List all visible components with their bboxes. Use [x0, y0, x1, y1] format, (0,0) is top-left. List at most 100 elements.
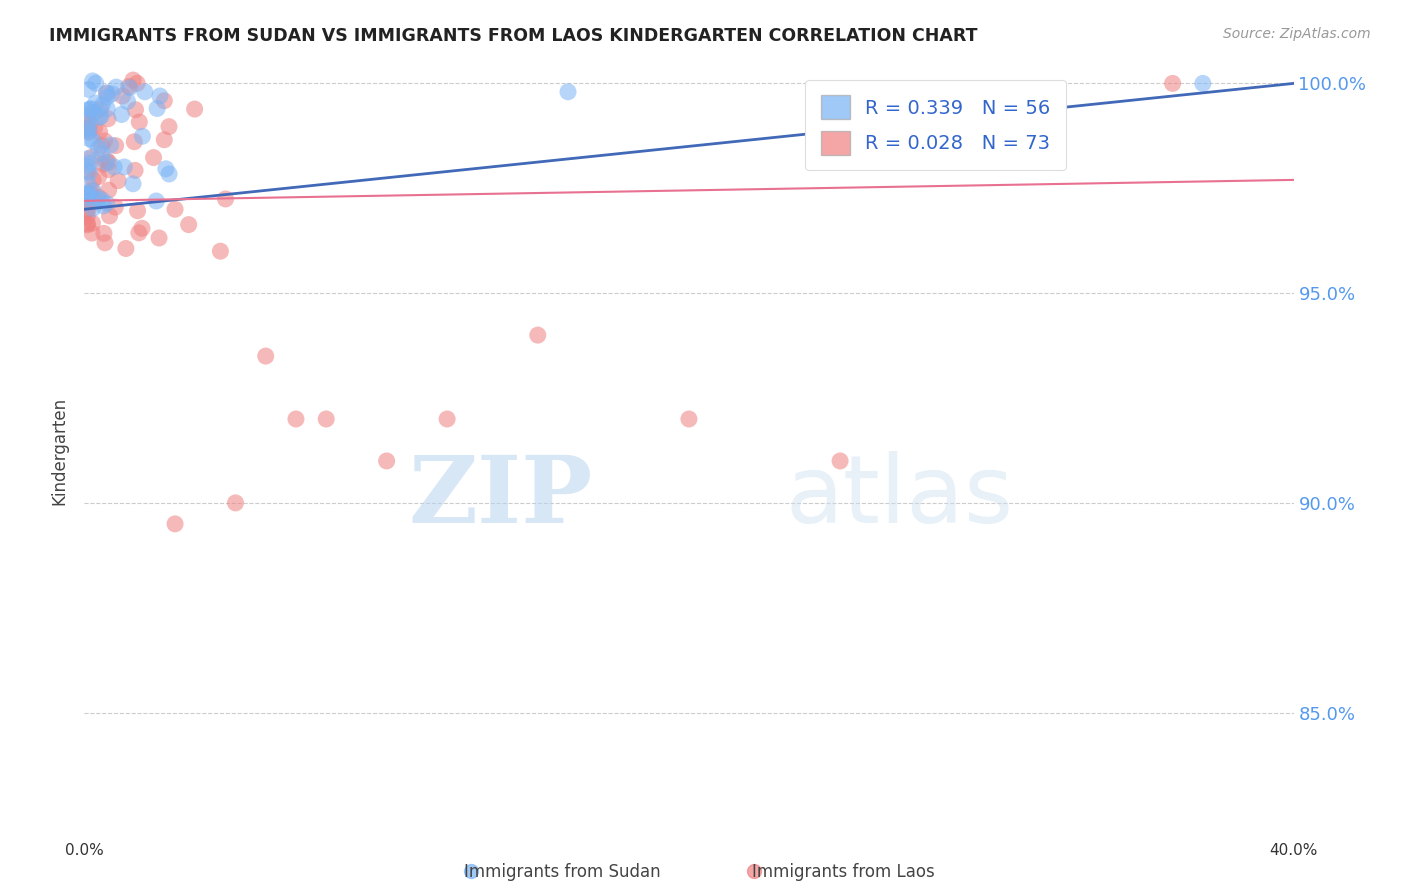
Point [131, 129, 153, 144]
Point [127, 76, 149, 90]
Point [103, 160, 125, 174]
Point [82, 216, 104, 230]
Point [460, 864, 482, 879]
Point [1192, 77, 1215, 91]
Point [76, 193, 98, 207]
Point [77, 131, 100, 145]
Point [76, 202, 98, 217]
Point [91, 98, 114, 112]
Point [96, 90, 118, 104]
Point [76, 187, 98, 202]
Point [104, 138, 127, 153]
Point [128, 115, 150, 129]
Point [110, 107, 132, 121]
Point [79, 156, 101, 170]
Point [77, 125, 100, 139]
Point [77, 124, 100, 138]
Point [80, 187, 103, 202]
Point [77, 121, 100, 136]
Point [131, 221, 153, 235]
Point [94, 235, 117, 250]
Point [91, 146, 114, 161]
Point [82, 184, 104, 198]
Point [76, 186, 98, 201]
Point [77, 177, 100, 191]
Text: Source: ZipAtlas.com: Source: ZipAtlas.com [1223, 27, 1371, 41]
Point [76, 103, 98, 118]
Point [76, 120, 98, 135]
Point [157, 120, 180, 134]
Point [315, 412, 337, 426]
Point [90, 193, 112, 207]
Point [128, 226, 150, 240]
Point [76, 152, 98, 166]
Point [84, 194, 107, 208]
Point [155, 161, 177, 176]
Point [165, 202, 187, 217]
Point [96, 153, 118, 168]
Text: IMMIGRANTS FROM SUDAN VS IMMIGRANTS FROM LAOS KINDERGARTEN CORRELATION CHART: IMMIGRANTS FROM SUDAN VS IMMIGRANTS FROM… [49, 27, 977, 45]
Point [89, 125, 111, 139]
Point [76, 159, 98, 173]
Point [76, 218, 98, 232]
Point [112, 160, 135, 174]
Point [93, 134, 115, 148]
Point [93, 227, 115, 241]
Point [83, 105, 105, 120]
Point [557, 85, 579, 99]
Point [97, 155, 120, 169]
Point [830, 454, 852, 468]
Point [82, 173, 104, 187]
Point [79, 102, 101, 116]
Point [90, 110, 112, 124]
Point [157, 167, 180, 181]
Point [87, 169, 110, 184]
Point [118, 80, 141, 95]
Point [122, 135, 145, 149]
Point [1161, 77, 1184, 91]
Point [98, 209, 121, 223]
Point [527, 328, 550, 343]
Point [89, 102, 111, 116]
Point [115, 242, 138, 256]
Point [82, 134, 104, 148]
Point [96, 87, 118, 101]
Point [76, 210, 98, 224]
Point [80, 226, 103, 240]
Point [96, 102, 118, 116]
Point [84, 96, 107, 111]
Y-axis label: Kindergarten: Kindergarten [51, 396, 69, 505]
Point [77, 166, 100, 180]
Point [76, 123, 98, 137]
Point [122, 177, 145, 191]
Point [124, 103, 146, 117]
Point [80, 183, 103, 197]
Text: ZIP: ZIP [408, 452, 592, 542]
Point [134, 85, 156, 99]
Point [87, 141, 110, 155]
Point [82, 74, 104, 88]
Point [79, 188, 101, 202]
Point [118, 79, 141, 94]
Text: Immigrants from Sudan: Immigrants from Sudan [464, 863, 661, 881]
Point [87, 193, 110, 207]
Point [84, 76, 107, 90]
Point [76, 164, 98, 178]
Point [94, 155, 117, 169]
Point [105, 80, 128, 95]
Point [87, 190, 110, 204]
Point [148, 231, 170, 245]
Point [142, 151, 165, 165]
Point [82, 107, 104, 121]
Point [79, 116, 101, 130]
Point [285, 412, 308, 426]
Point [90, 138, 112, 153]
Point [146, 102, 169, 116]
Point [80, 102, 103, 116]
Text: Immigrants from Laos: Immigrants from Laos [752, 863, 935, 881]
Point [127, 203, 149, 218]
Point [153, 94, 176, 108]
Point [97, 183, 120, 197]
Legend: R = 0.339   N = 56, R = 0.028   N = 73: R = 0.339 N = 56, R = 0.028 N = 73 [806, 80, 1066, 170]
Point [122, 73, 145, 87]
